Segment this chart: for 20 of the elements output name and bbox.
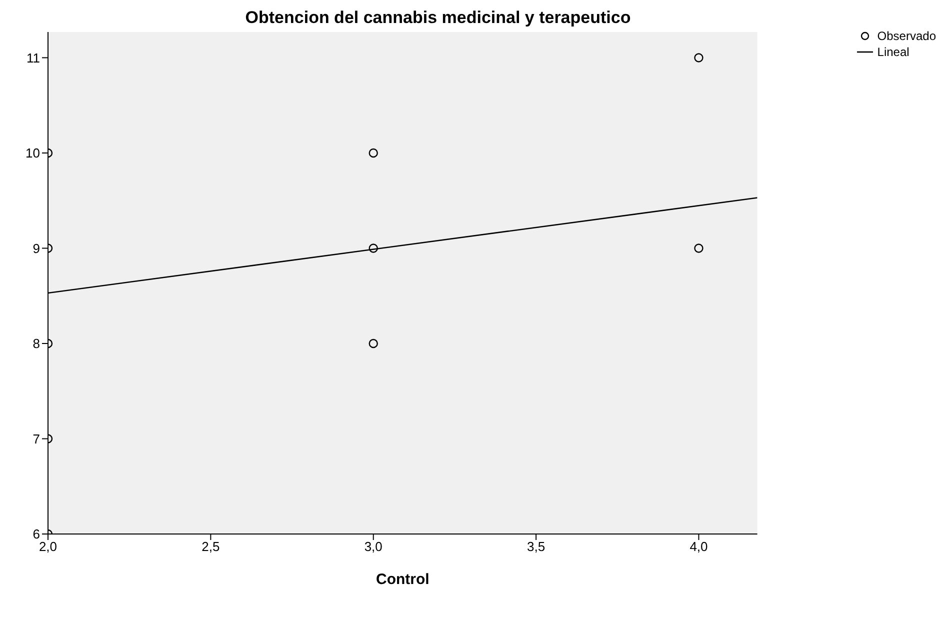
x-tick-label: 3,0 bbox=[364, 539, 382, 554]
legend-label: Observado bbox=[877, 29, 936, 43]
y-tick-label: 8 bbox=[32, 336, 40, 352]
y-tick-label: 7 bbox=[32, 431, 40, 446]
x-tick-label: 3,5 bbox=[527, 539, 546, 554]
x-axis-title: Control bbox=[376, 571, 430, 588]
legend-label: Lineal bbox=[877, 45, 910, 59]
y-tick-label: 6 bbox=[32, 526, 40, 542]
x-tick-label: 4,0 bbox=[690, 539, 708, 554]
y-tick-label: 9 bbox=[32, 240, 40, 256]
y-tick-label: 10 bbox=[26, 146, 40, 161]
y-tick-label: 11 bbox=[26, 50, 40, 66]
x-tick-label: 2,0 bbox=[38, 539, 58, 554]
x-tick-label: 2,5 bbox=[202, 539, 220, 554]
point bbox=[368, 338, 378, 348]
point bbox=[694, 53, 704, 62]
point bbox=[694, 244, 704, 253]
chart-title: Obtencion del cannabis medicinal y terapeutico bbox=[244, 8, 632, 28]
point bbox=[368, 244, 378, 253]
point bbox=[368, 148, 378, 158]
